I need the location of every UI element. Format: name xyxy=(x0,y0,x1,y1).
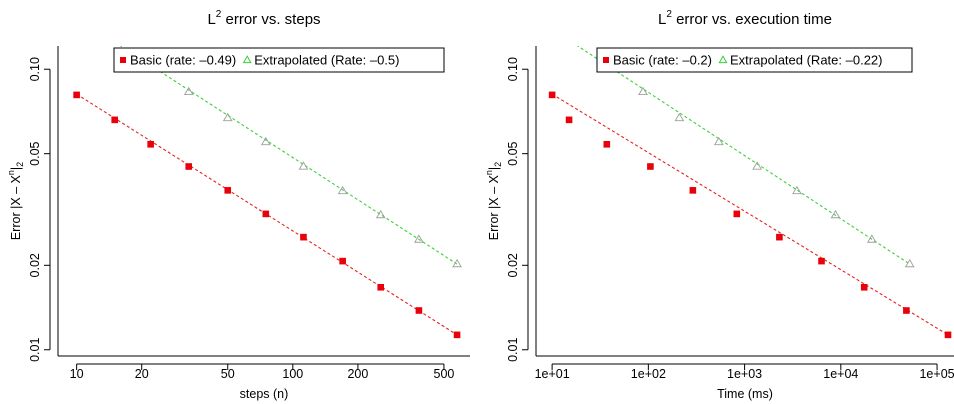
y-label-bar: | xyxy=(487,167,501,170)
basic-point xyxy=(415,307,423,314)
extrap-point xyxy=(638,86,648,96)
y-tick-label: 0.01 xyxy=(506,338,520,362)
legend: Basic (rate: –0.2) Extrapolated (Rate: –0… xyxy=(596,47,913,73)
title-prefix: L xyxy=(207,11,215,28)
title-suffix: error vs. steps xyxy=(221,11,320,28)
extrap-point xyxy=(752,161,762,170)
basic-point xyxy=(944,331,952,339)
extrap-point xyxy=(452,258,462,268)
legend-box xyxy=(596,47,913,73)
title-suffix: error vs. execution time xyxy=(672,11,832,28)
basic-point xyxy=(733,210,741,218)
basic-point xyxy=(903,307,910,314)
extrap-point xyxy=(414,234,424,243)
y-tick-label: 0.02 xyxy=(28,253,42,277)
legend: Basic (rate: –0.49) Extrapolated (Rate: –… xyxy=(113,47,445,73)
title-superscript: 2 xyxy=(666,9,672,20)
y-label-subscript: 2 xyxy=(15,162,25,167)
extrap-point xyxy=(713,136,724,146)
basic-point xyxy=(224,187,232,194)
x-tick-label: 200 xyxy=(347,367,368,381)
x-tick-label: 1e+01 xyxy=(535,367,570,381)
basic-fit-line xyxy=(551,93,949,336)
legend-triangle-icon xyxy=(718,55,728,64)
title-prefix: L xyxy=(658,11,666,28)
y-label-prefix: Error |X – X xyxy=(487,174,501,240)
extrap-point xyxy=(337,185,348,195)
extrap-point xyxy=(222,112,233,122)
x-tick-label: 20 xyxy=(135,367,149,381)
extrap-point xyxy=(260,136,271,146)
basic-point xyxy=(147,140,154,148)
basic-point xyxy=(300,233,307,241)
basic-point xyxy=(111,116,119,124)
y-tick-label: 0.02 xyxy=(506,253,520,277)
y-label-bar: | xyxy=(9,167,23,170)
legend-box xyxy=(113,47,445,73)
y-tick-label: 0.05 xyxy=(28,141,42,165)
y-axis-title: Error |X – Xn|2 xyxy=(484,162,503,240)
extrap-fit-line xyxy=(576,46,911,265)
x-axis-title: Time (ms) xyxy=(717,387,773,401)
title-superscript: 2 xyxy=(216,9,222,20)
y-tick-label: 0.01 xyxy=(28,338,42,362)
extrap-point xyxy=(183,86,194,96)
basic-point xyxy=(377,283,385,291)
basic-point xyxy=(339,257,346,265)
basic-point xyxy=(689,187,697,194)
extrap-point xyxy=(830,209,841,219)
y-axis-title: Error |X – Xn|2 xyxy=(6,162,25,240)
legend-triangle-icon xyxy=(242,55,252,64)
y-tick-label: 0.10 xyxy=(506,57,520,81)
x-tick-label: 10 xyxy=(70,367,84,381)
basic-point xyxy=(548,91,556,99)
basic-point xyxy=(776,233,783,241)
basic-point xyxy=(818,257,825,265)
x-tick-label: 1e+04 xyxy=(823,367,858,381)
x-tick-label: 500 xyxy=(434,367,455,381)
basic-point xyxy=(647,163,654,170)
chart-title: L2 error vs. steps xyxy=(207,9,320,28)
x-tick-label: 100 xyxy=(282,367,303,381)
legend-square-icon xyxy=(603,57,609,63)
extrap-point xyxy=(298,161,309,170)
extrap-fit-line xyxy=(119,46,458,265)
extrap-point xyxy=(866,234,877,243)
y-label-superscript: n xyxy=(6,170,16,175)
extrap-point xyxy=(674,112,685,122)
y-tick-label: 0.10 xyxy=(28,57,42,81)
basic-point xyxy=(860,283,868,291)
extrap-point xyxy=(375,209,386,219)
legend-label-basic: Basic (rate: –0.49) xyxy=(130,53,236,68)
legend-label-extrap: Extrapolated (Rate: –0.5) xyxy=(254,53,399,68)
x-tick-label: 1e+02 xyxy=(631,367,666,381)
chart-title: L2 error vs. execution time xyxy=(658,9,832,28)
basic-point xyxy=(453,331,461,339)
legend-square-icon xyxy=(120,57,126,63)
legend-label-extrap: Extrapolated (Rate: –0.22) xyxy=(730,53,882,68)
basic-point xyxy=(73,91,80,99)
extrap-point xyxy=(904,258,915,268)
x-tick-label: 50 xyxy=(221,367,235,381)
y-label-superscript: n xyxy=(484,170,494,175)
y-tick-label: 0.05 xyxy=(506,141,520,165)
basic-point xyxy=(185,163,193,170)
x-axis-title: steps (n) xyxy=(240,387,289,401)
y-label-prefix: Error |X – X xyxy=(9,174,23,240)
extrap-point xyxy=(792,185,802,195)
legend-label-basic: Basic (rate: –0.2) xyxy=(613,53,712,68)
basic-point xyxy=(262,210,270,218)
basic-point xyxy=(603,140,611,148)
y-label-subscript: 2 xyxy=(493,162,503,167)
x-tick-label: 1e+03 xyxy=(727,367,762,381)
basic-point xyxy=(565,116,573,124)
x-tick-label: 1e+05 xyxy=(919,367,954,381)
basic-fit-line xyxy=(76,93,458,336)
